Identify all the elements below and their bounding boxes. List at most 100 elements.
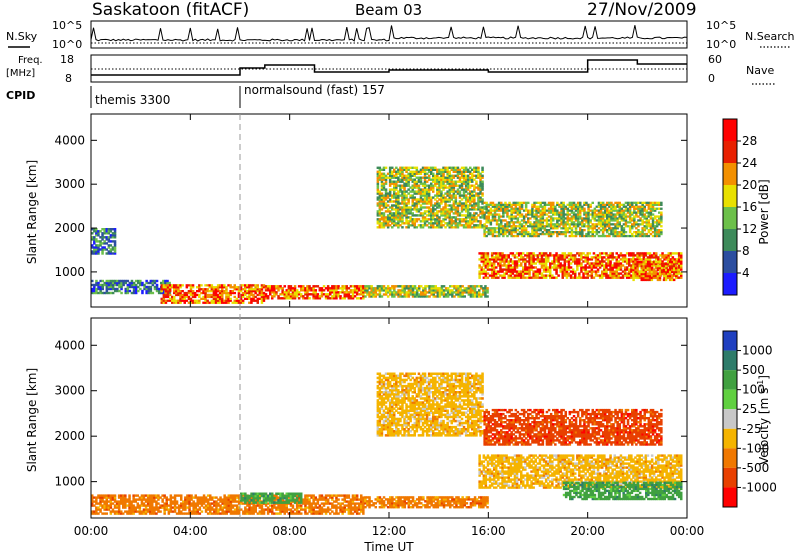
heatmap-cell-r0 — [116, 287, 119, 291]
heatmap-cell-r6 — [452, 212, 456, 215]
heatmap-cell-r7 — [485, 209, 488, 212]
heatmap-cell-r7 — [518, 223, 522, 226]
heatmap-cell-r6 — [411, 180, 414, 183]
heatmap-cell-r7 — [639, 217, 642, 220]
heatmap-cell-r3 — [397, 289, 400, 292]
heatmap-cell-r0 — [143, 283, 146, 287]
heatmap-cell-r1 — [218, 291, 222, 295]
heatmap-cell-r0 — [105, 291, 109, 295]
ytick-label: 4000 — [54, 133, 85, 147]
heatmap-cell-r5 — [652, 268, 656, 272]
heatmap-cell-r4 — [586, 274, 589, 277]
heatmap-cell-r6 — [477, 200, 480, 203]
heatmap-cell-r0 — [134, 287, 138, 291]
heatmap-cell-r4 — [580, 258, 583, 261]
heatmap-cell-r6 — [393, 192, 396, 195]
heatmap-cell-r4 — [644, 254, 648, 257]
heatmap-cell-r6 — [446, 186, 449, 189]
heatmap-cell-r7 — [556, 232, 559, 236]
heatmap-cell-r7 — [620, 232, 624, 236]
heatmap-cell-r6 — [460, 210, 464, 213]
heatmap-cell-r6 — [401, 210, 404, 213]
heatmap-cell-r7 — [512, 201, 515, 204]
heatmap-cell-r6 — [382, 204, 386, 207]
heatmap-cell-r6 — [407, 192, 410, 195]
heatmap-cell-r6 — [417, 180, 421, 183]
heatmap-cell-r0 — [147, 289, 150, 293]
heatmap-cell-r1 — [206, 295, 209, 299]
heatmap-cell-r3 — [455, 293, 458, 296]
heatmap-cell-r7 — [500, 205, 503, 208]
heatmap-cell-r7 — [549, 231, 553, 234]
heatmap-cell-r6 — [430, 202, 433, 205]
heatmap-cell-r4 — [482, 264, 486, 267]
heatmap-cell-r7 — [597, 227, 601, 230]
heatmap-cell-r6 — [458, 200, 462, 203]
heatmap-cell-r7 — [541, 217, 545, 220]
heatmap-cell-r3 — [364, 295, 367, 298]
heatmap-cell-r6 — [473, 206, 476, 209]
ytick-label: 2000 — [54, 221, 85, 235]
heatmap-cell-r1 — [164, 288, 168, 291]
heatmap-cell-r1 — [214, 293, 218, 297]
heatmap-cell-r7 — [606, 221, 609, 224]
heatmap-cell-r7 — [539, 225, 542, 228]
heatmap-cell-r7 — [537, 223, 540, 226]
heatmap-cell-r6 — [448, 172, 451, 175]
heatmap-cell-r6 — [444, 208, 447, 211]
heatmap-cell-r6 — [479, 216, 482, 219]
heatmap-cell-r4 — [513, 264, 517, 267]
heatmap-cell-r7 — [531, 205, 534, 208]
heatmap-cell-r3 — [368, 293, 371, 296]
heatmap-cell-r4 — [680, 268, 683, 271]
heatmap-cell-r7 — [599, 234, 603, 238]
heatmap-cell-r7 — [504, 232, 507, 236]
heatmap-cell-r6 — [388, 192, 392, 195]
heatmap-cell-r0 — [149, 289, 153, 293]
heatmap-cell-r4 — [513, 256, 517, 259]
heatmap-cell-r6 — [438, 202, 441, 205]
heatmap-cell-r4 — [576, 252, 579, 255]
heatmap-cell-r6 — [413, 204, 416, 207]
heatmap-cell-r6 — [430, 198, 433, 201]
heatmap-cell-r6 — [460, 206, 464, 209]
heatmap-cell-r6 — [425, 220, 429, 223]
heatmap-cell-r6 — [415, 202, 419, 205]
heatmap-cell-r7 — [639, 231, 642, 234]
heatmap-cell-r1 — [168, 299, 172, 302]
heatmap-cell-r7 — [541, 221, 545, 224]
heatmap-cell-r7 — [520, 207, 524, 210]
heatmap-cell-r1 — [202, 297, 205, 300]
heatmap-cell-r4 — [617, 262, 621, 265]
heatmap-cell-r7 — [581, 221, 584, 224]
heatmap-cell-r6 — [415, 168, 419, 171]
heatmap-cell-r7 — [626, 215, 630, 218]
heatmap-cell-r4 — [607, 258, 610, 261]
heatmap-cell-r4 — [530, 256, 533, 259]
heatmap-cell-r4 — [574, 254, 577, 257]
heatmap-cell-r4 — [609, 252, 612, 255]
heatmap-cell-r1 — [231, 290, 234, 293]
heatmap-cell-r4 — [559, 258, 562, 261]
heatmap-cell-r4 — [657, 256, 660, 259]
heatmap-cell-r0 — [93, 285, 96, 289]
heatmap-cell-r2 — [289, 295, 293, 298]
heatmap-cell-r4 — [677, 254, 681, 257]
heatmap-cell-r4 — [492, 258, 496, 261]
heatmap-cell-r7 — [568, 234, 572, 238]
heatmap-cell-r6 — [386, 194, 390, 197]
heatmap-cell-r6 — [397, 220, 400, 223]
heatmap-cell-r3 — [482, 287, 485, 290]
heatmap-cell-r7 — [639, 213, 642, 216]
heatmap-cell-r4 — [665, 256, 668, 259]
heatmap-cell-r0 — [99, 291, 102, 295]
heatmap-cell-r4 — [607, 264, 610, 267]
heatmap-cell-r7 — [589, 231, 592, 234]
heatmap-cell-r4 — [652, 264, 656, 267]
heatmap-cell-r3 — [380, 287, 384, 290]
heatmap-cell-r3 — [405, 285, 409, 288]
heatmap-cell-r0 — [130, 285, 134, 289]
heatmap-cell-r1 — [185, 295, 189, 299]
heatmap-cell-r0 — [162, 281, 165, 285]
heatmap-cell-r6 — [446, 170, 449, 173]
